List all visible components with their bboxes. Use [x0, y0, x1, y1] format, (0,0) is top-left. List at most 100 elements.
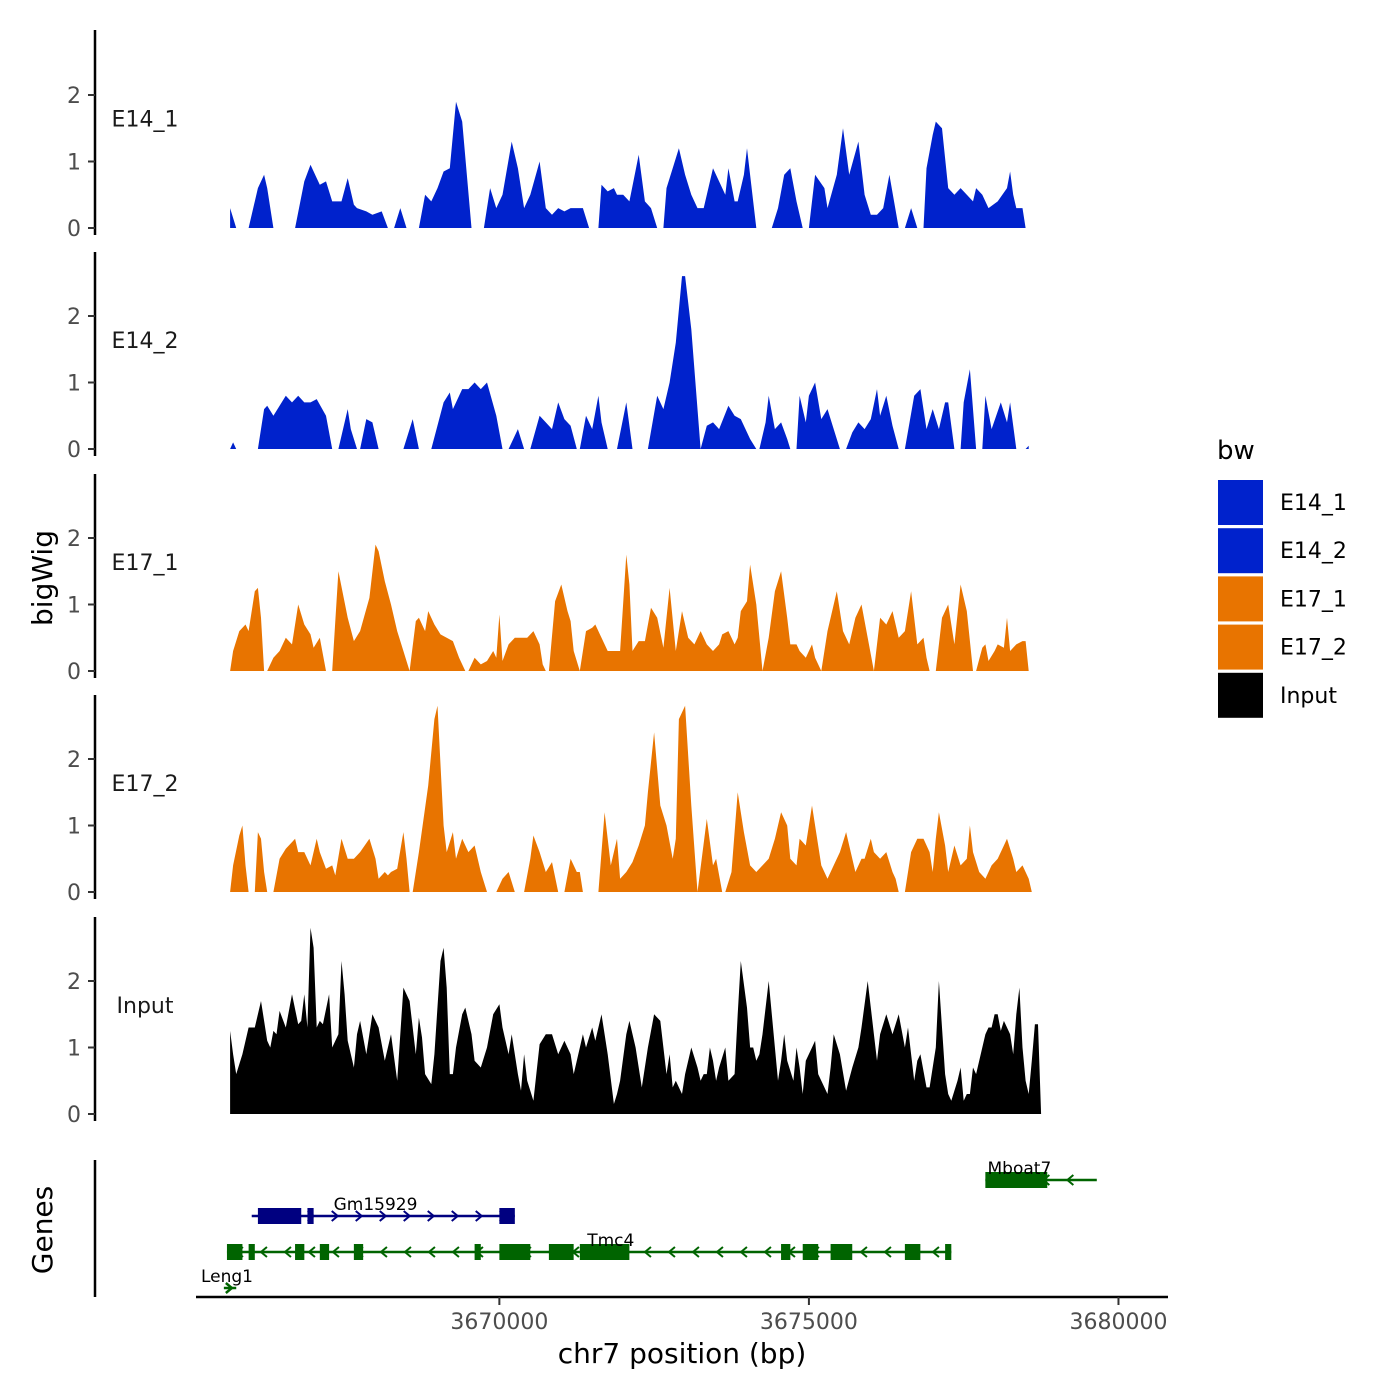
strand-chevron	[355, 1210, 364, 1222]
strand-chevron	[475, 1210, 484, 1222]
y-tick-label: 2	[67, 84, 81, 109]
legend-swatch-E14_2	[1218, 528, 1263, 574]
strand-chevron	[331, 1246, 340, 1258]
gene-label: Tmc4	[586, 1231, 634, 1251]
y-tick-label: 1	[67, 815, 81, 840]
gene-exon	[579, 1244, 630, 1260]
strand-chevron	[379, 1246, 388, 1258]
y-tick-label: 2	[67, 748, 81, 773]
y-tick-label: 0	[67, 660, 81, 685]
gene-exon	[945, 1244, 952, 1260]
y-tick-label: 0	[67, 438, 81, 463]
strand-chevron	[715, 1246, 724, 1258]
y-tick-label: 1	[67, 372, 81, 397]
gene-Leng1: Leng1	[201, 1267, 253, 1294]
strand-chevron	[1065, 1174, 1075, 1186]
strand-chevron	[451, 1246, 460, 1258]
gene-exon	[781, 1244, 791, 1260]
legend-label-E14_1: E14_1	[1280, 491, 1347, 516]
track-label: Input	[117, 994, 174, 1019]
y-tick-label: 2	[67, 970, 81, 995]
y-tick-label: 1	[67, 594, 81, 619]
track-label: E14_2	[112, 329, 179, 354]
legend-label-E17_1: E17_1	[1280, 587, 1347, 612]
genes-panel: Mboat7 Gm15929 Tmc4 Leng1	[93, 1159, 1097, 1297]
track-E17_2: 0 1 2 E17_2	[67, 695, 1032, 906]
x-axis-title: chr7 position (bp)	[558, 1337, 807, 1370]
strand-chevron	[859, 1246, 868, 1258]
gene-Gm15929: Gm15929	[251, 1195, 515, 1224]
strand-chevron	[427, 1210, 436, 1222]
track-E14_2: 0 1 2 E14_2	[67, 252, 1029, 463]
legend-label-Input: Input	[1280, 684, 1337, 709]
gene-exon	[802, 1244, 819, 1260]
gene-Mboat7: Mboat7	[985, 1159, 1097, 1188]
strand-chevron	[307, 1246, 316, 1258]
strand-chevron	[931, 1246, 940, 1258]
area-E17_2	[230, 705, 1032, 892]
gene-Tmc4: Tmc4	[226, 1231, 952, 1260]
x-tick-label: 3675000	[760, 1310, 858, 1335]
gene-exon	[474, 1244, 481, 1260]
strand-chevron	[403, 1210, 412, 1222]
strand-chevron	[763, 1246, 772, 1258]
y-tick-label: 1	[67, 151, 81, 176]
strand-chevron	[225, 1282, 234, 1294]
legend-swatch-E17_1	[1218, 576, 1263, 622]
y-tick-label: 0	[67, 1103, 81, 1128]
gene-exon	[319, 1244, 330, 1260]
track-Input: 0 1 2 Input	[67, 917, 1042, 1128]
legend-swatch-E14_1	[1218, 480, 1263, 525]
legend-label-E17_2: E17_2	[1280, 636, 1347, 661]
y-tick-label: 1	[67, 1037, 81, 1062]
gene-exon	[307, 1208, 314, 1224]
gene-exon	[499, 1244, 531, 1260]
gene-exon	[904, 1244, 921, 1260]
track-label: E17_1	[112, 551, 179, 576]
x-tick-label: 3680000	[1069, 1310, 1167, 1335]
legend-title: bw	[1217, 436, 1255, 466]
strand-chevron	[451, 1210, 460, 1222]
area-E14_2	[230, 276, 1029, 449]
legend-swatch-Input	[1218, 672, 1263, 718]
gene-exon	[830, 1244, 853, 1260]
gene-exon	[226, 1244, 243, 1260]
gene-exon	[353, 1244, 364, 1260]
track-label: E17_2	[112, 772, 179, 797]
strand-chevron	[331, 1210, 340, 1222]
strand-chevron	[691, 1246, 700, 1258]
legend-swatch-E17_2	[1218, 624, 1263, 670]
gene-label: Leng1	[201, 1267, 253, 1287]
strand-chevron	[883, 1246, 892, 1258]
y-tick-label: 2	[67, 527, 81, 552]
area-Input	[230, 927, 1042, 1114]
gene-exon	[985, 1172, 1048, 1188]
strand-chevron	[259, 1246, 268, 1258]
legend: bw E14_1 E14_2 E17_1 E17_2 Input	[1217, 436, 1347, 718]
track-E14_1: 0 1 2 E14_1	[67, 30, 1026, 242]
gene-exon	[248, 1244, 255, 1260]
legend-label-E14_2: E14_2	[1280, 539, 1347, 564]
y-tick-label: 0	[67, 217, 81, 242]
gene-label: Mboat7	[988, 1159, 1052, 1179]
gene-exon	[257, 1208, 302, 1224]
strand-chevron	[403, 1246, 412, 1258]
track-panels: 0 1 2 E14_1 0 1 2 E14_2 0 1 2 E17_1 0 1 2 E17_2 0 1 2 Input	[67, 30, 1042, 1128]
gene-exon	[548, 1244, 574, 1260]
y-tick-label: 0	[67, 881, 81, 906]
area-E14_1	[230, 101, 1026, 228]
strand-chevron	[739, 1246, 748, 1258]
gene-label: Gm15929	[334, 1195, 418, 1215]
x-axis: chr7 position (bp) 3670000 3675000 3680000	[196, 1295, 1168, 1370]
strand-chevron	[643, 1246, 652, 1258]
track-label: E14_1	[112, 108, 179, 133]
strand-chevron	[283, 1246, 292, 1258]
genes-axis-title: Genes	[26, 1186, 59, 1274]
strand-chevron	[667, 1246, 676, 1258]
y-axis-title: bigWig	[26, 530, 59, 626]
area-E17_1	[230, 544, 1029, 671]
strand-chevron	[379, 1210, 388, 1222]
gene-exon	[499, 1208, 515, 1224]
x-tick-label: 3670000	[450, 1310, 548, 1335]
